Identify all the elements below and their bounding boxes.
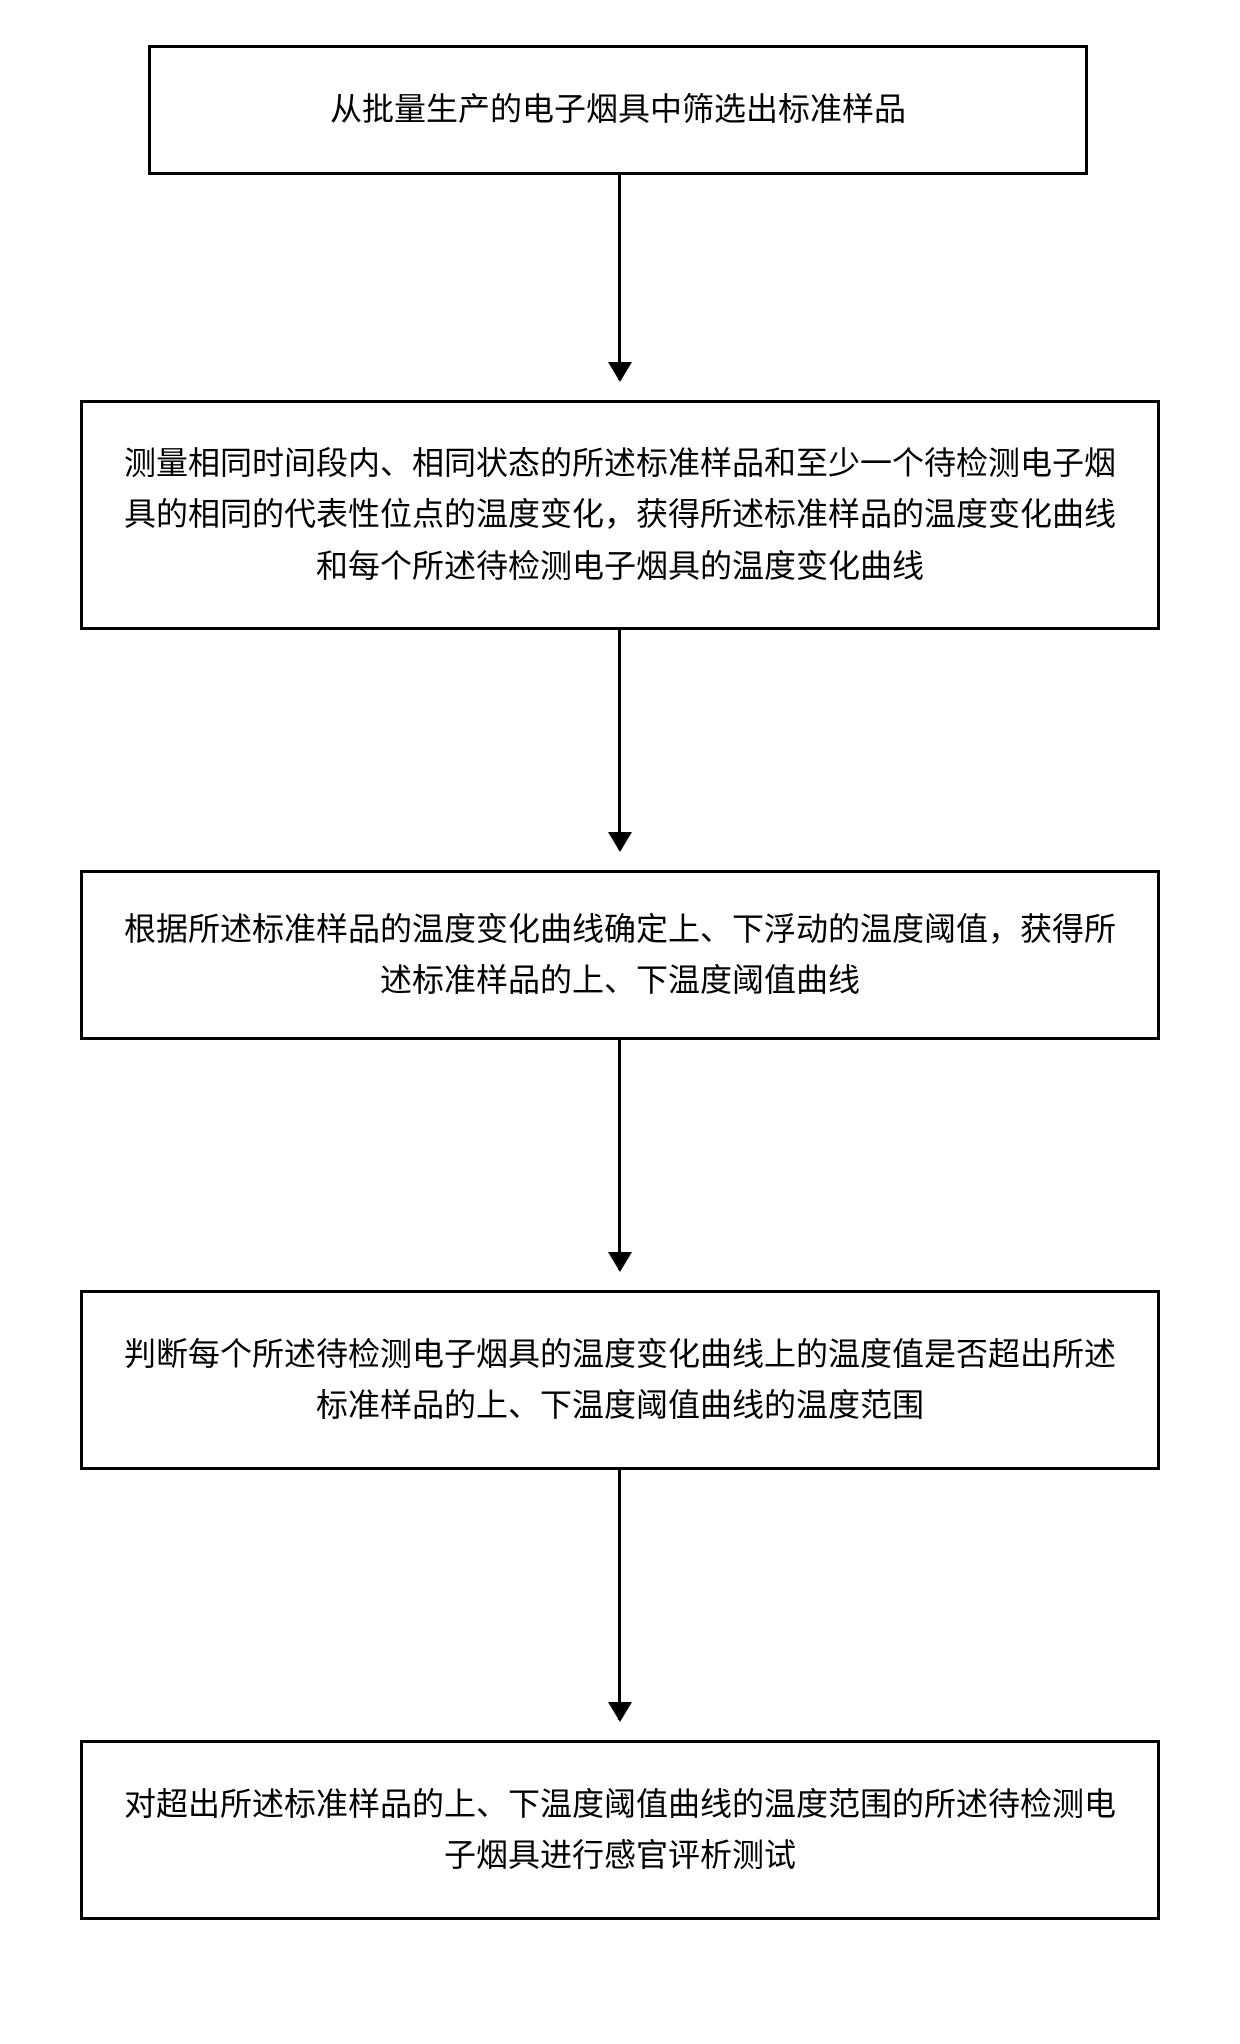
arrow-4 (618, 1470, 621, 1720)
box-text: 对超出所述标准样品的上、下温度阈值曲线的温度范围的所述待检测电子烟具进行感官评析… (113, 1779, 1127, 1881)
arrow-1 (618, 175, 621, 380)
flowchart-container: 从批量生产的电子烟具中筛选出标准样品 测量相同时间段内、相同状态的所述标准样品和… (0, 0, 1240, 2044)
flowchart-box-5: 对超出所述标准样品的上、下温度阈值曲线的温度范围的所述待检测电子烟具进行感官评析… (80, 1740, 1160, 1920)
box-text: 测量相同时间段内、相同状态的所述标准样品和至少一个待检测电子烟具的相同的代表性位… (113, 438, 1127, 592)
box-text: 根据所述标准样品的温度变化曲线确定上、下浮动的温度阈值，获得所述标准样品的上、下… (113, 904, 1127, 1006)
arrow-2 (618, 630, 621, 850)
flowchart-box-4: 判断每个所述待检测电子烟具的温度变化曲线上的温度值是否超出所述标准样品的上、下温… (80, 1290, 1160, 1470)
flowchart-box-1: 从批量生产的电子烟具中筛选出标准样品 (148, 45, 1088, 175)
flowchart-box-3: 根据所述标准样品的温度变化曲线确定上、下浮动的温度阈值，获得所述标准样品的上、下… (80, 870, 1160, 1040)
box-text: 从批量生产的电子烟具中筛选出标准样品 (330, 84, 906, 135)
flowchart-box-2: 测量相同时间段内、相同状态的所述标准样品和至少一个待检测电子烟具的相同的代表性位… (80, 400, 1160, 630)
arrow-3 (618, 1040, 621, 1270)
box-text: 判断每个所述待检测电子烟具的温度变化曲线上的温度值是否超出所述标准样品的上、下温… (113, 1329, 1127, 1431)
